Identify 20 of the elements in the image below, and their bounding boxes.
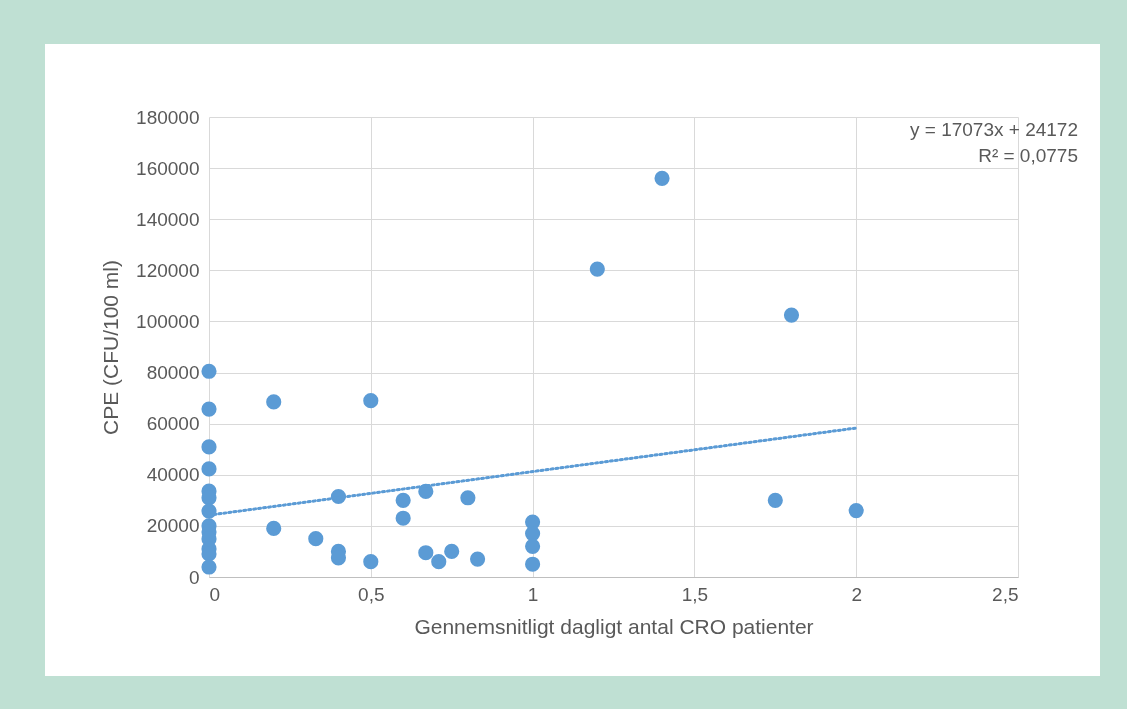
y-tick-label: 80000 (146, 362, 200, 384)
y-tick-label: 0 (188, 566, 200, 588)
y-tick-label: 60000 (146, 413, 200, 435)
y-tick-label: 140000 (136, 208, 200, 230)
x-tick-label: 1 (527, 583, 539, 605)
y-tick-label: 180000 (136, 106, 200, 128)
annotation: R² = 0,0775 (978, 145, 1078, 166)
y-tick-label: 20000 (146, 515, 200, 537)
annotation: y = 17073x + 24172 (910, 119, 1078, 140)
y-tick-label: 40000 (146, 464, 200, 486)
x-axis-title: Gennemsnitligt dagligt antal CRO patienter (414, 614, 814, 638)
y-tick-label: 100000 (136, 310, 200, 332)
y-tick-label: 120000 (136, 259, 200, 281)
x-tick-label: 1,5 (681, 583, 709, 605)
x-tick-label: 2 (851, 583, 862, 605)
x-tick-label: 0 (209, 583, 221, 605)
x-tick-label: 0,5 (358, 583, 385, 605)
x-tick-label: 2,5 (992, 583, 1019, 605)
y-tick-label: 160000 (136, 157, 200, 179)
y-axis-title: CPE (CFU/100 ml) (99, 259, 123, 436)
